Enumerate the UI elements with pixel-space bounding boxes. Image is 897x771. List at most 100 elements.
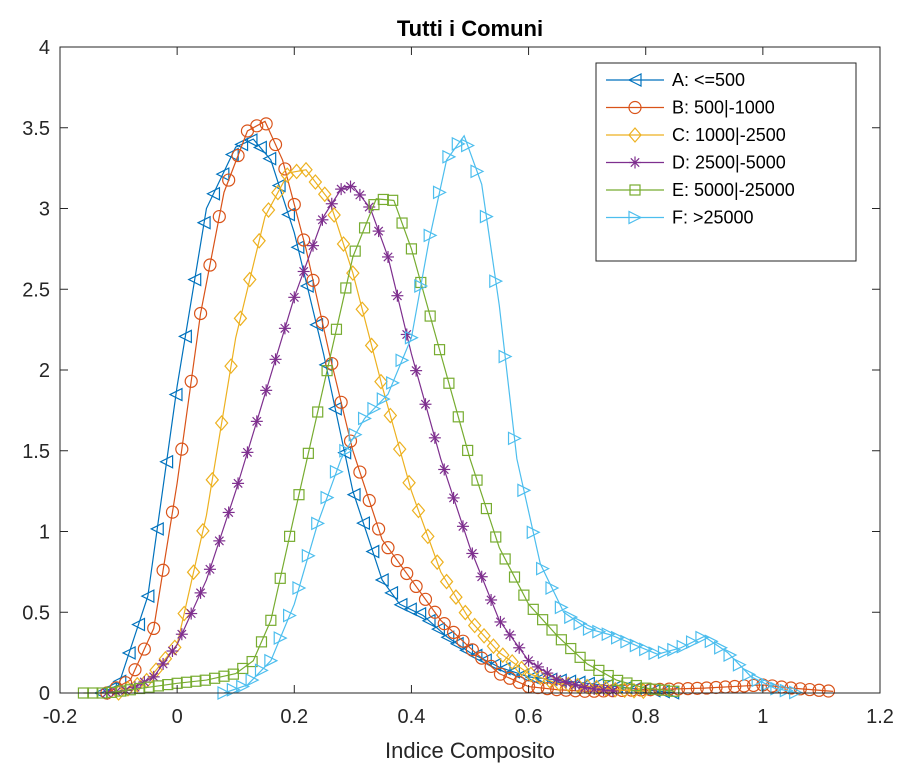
data-point	[498, 349, 513, 364]
data-point	[316, 213, 329, 226]
data-point	[412, 606, 427, 621]
data-point	[203, 258, 217, 272]
y-tick-label: 0.5	[22, 602, 50, 624]
data-point	[821, 684, 836, 698]
data-point	[372, 522, 386, 536]
data-point	[402, 602, 417, 617]
data-point	[334, 395, 348, 409]
data-point	[507, 431, 522, 446]
data-point	[269, 353, 282, 366]
data-point	[728, 679, 742, 694]
data-point	[770, 681, 785, 696]
data-point	[222, 173, 236, 187]
data-point	[264, 653, 279, 668]
data-point	[259, 117, 273, 131]
data-point	[128, 663, 142, 677]
legend-marker	[628, 210, 643, 225]
data-point	[224, 358, 238, 375]
data-point	[546, 624, 558, 636]
data-point	[383, 407, 398, 424]
data-point	[254, 663, 269, 678]
data-point	[606, 684, 619, 697]
data-point	[353, 188, 366, 201]
data-point	[355, 301, 370, 318]
x-tick-label: 1	[757, 706, 768, 728]
data-point	[522, 654, 535, 667]
data-point	[432, 185, 447, 200]
data-point	[143, 681, 155, 693]
legend-label: D: 2500|-5000	[672, 153, 786, 173]
data-point	[203, 563, 216, 576]
data-point	[346, 265, 360, 282]
data-point	[278, 162, 292, 176]
legend-marker	[628, 127, 642, 143]
data-point	[541, 667, 554, 680]
data-point	[410, 364, 423, 377]
x-tick-label: 0.2	[280, 706, 308, 728]
series-5	[217, 134, 803, 700]
data-point	[630, 679, 642, 692]
data-point	[311, 516, 326, 531]
data-point	[462, 444, 474, 457]
legend-label: B: 500|-1000	[672, 98, 775, 118]
x-tick-label: -0.2	[43, 706, 77, 728]
data-point	[364, 337, 379, 354]
data-point	[131, 617, 146, 632]
data-point	[439, 573, 454, 590]
data-point	[531, 660, 544, 673]
y-tick-label: 3.5	[22, 118, 50, 140]
data-point	[402, 474, 416, 491]
data-point	[542, 672, 557, 689]
data-point	[343, 434, 358, 448]
data-point	[428, 605, 442, 619]
data-point	[268, 137, 283, 152]
data-point	[288, 291, 301, 304]
data-point	[395, 353, 410, 368]
data-point	[243, 133, 258, 148]
y-tick-label: 1.5	[22, 441, 50, 463]
data-point	[493, 667, 508, 681]
data-point	[175, 628, 188, 641]
data-point	[246, 655, 258, 668]
data-point	[175, 442, 189, 456]
data-point	[438, 463, 451, 476]
data-point	[428, 431, 441, 444]
data-point	[658, 684, 671, 696]
data-point	[517, 483, 532, 498]
data-point	[629, 638, 644, 653]
data-point	[290, 240, 305, 255]
data-point	[681, 682, 695, 696]
data-point	[518, 589, 530, 601]
data-point	[325, 197, 338, 210]
data-point	[452, 411, 464, 423]
data-point	[157, 657, 170, 670]
data-point	[213, 534, 226, 547]
data-point	[329, 464, 344, 479]
data-point	[433, 344, 446, 356]
data-point	[168, 639, 182, 656]
data-point	[760, 677, 775, 692]
data-point	[449, 589, 463, 605]
data-point	[320, 490, 335, 505]
data-point	[121, 645, 136, 660]
y-tick-label: 0	[39, 683, 50, 705]
data-point	[293, 489, 305, 501]
data-point	[367, 401, 382, 416]
data-point	[564, 610, 579, 625]
data-point	[496, 647, 510, 664]
data-point	[185, 607, 198, 620]
x-axis: -0.2 0 0.2 0.4 0.6 0.8 1 1.2	[43, 47, 894, 728]
data-point	[242, 271, 257, 288]
data-point	[621, 677, 633, 689]
data-point	[421, 528, 435, 545]
data-point	[261, 202, 276, 218]
data-point	[599, 680, 613, 697]
data-point	[391, 289, 404, 302]
data-point	[387, 194, 399, 206]
data-point	[159, 454, 174, 469]
data-point	[152, 680, 164, 692]
data-point	[214, 415, 229, 431]
data-point	[231, 148, 245, 163]
data-point	[513, 641, 526, 654]
data-point	[149, 521, 164, 536]
